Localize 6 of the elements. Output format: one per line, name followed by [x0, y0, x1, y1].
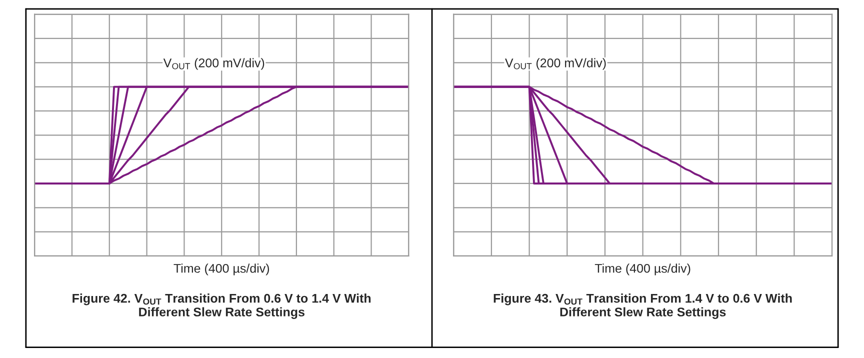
x-axis-title: Time (400 µs/div): [174, 264, 270, 276]
text: V$_{OUT}$ (200 mV/div): [505, 58, 606, 70]
x-axis-title: Time (400 µs/div): [594, 264, 690, 276]
text: Figure 42. V$_{OUT}$ Transition From 0.6 V to 1.4 V With Different Slew Rate Settings: [72, 294, 371, 319]
text: V$_{OUT}$ (200 mV/div): [163, 58, 264, 70]
text: Figure 43. V$_{OUT}$ Transition From 1.4 V to 0.6 V With Different Slew Rate Settings: [494, 294, 792, 319]
